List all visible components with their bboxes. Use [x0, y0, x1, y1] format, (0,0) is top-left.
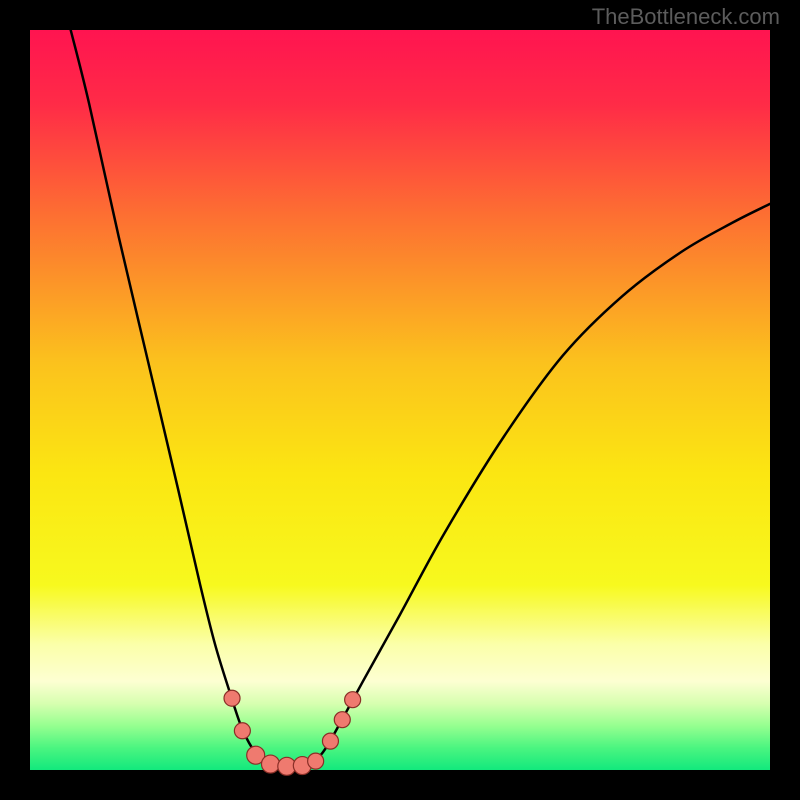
- data-marker: [345, 692, 361, 708]
- data-marker: [262, 755, 280, 773]
- chart-svg: [0, 0, 800, 800]
- data-marker: [224, 690, 240, 706]
- data-marker: [308, 753, 324, 769]
- watermark-text: TheBottleneck.com: [592, 4, 780, 30]
- data-marker: [334, 712, 350, 728]
- chart-container: TheBottleneck.com: [0, 0, 800, 800]
- data-marker: [234, 723, 250, 739]
- data-marker: [322, 733, 338, 749]
- plot-background: [30, 30, 770, 770]
